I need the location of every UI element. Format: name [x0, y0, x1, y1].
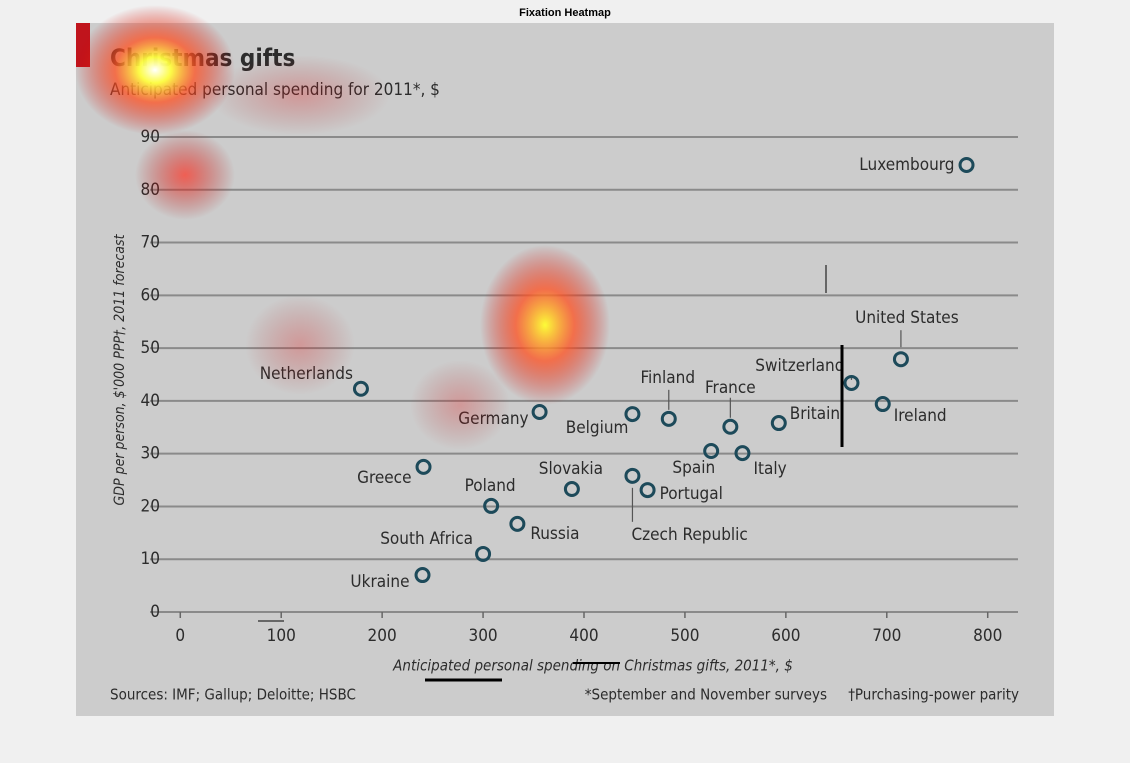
x-tick-label: 600: [771, 626, 800, 646]
gaze-strokes: [258, 265, 844, 682]
x-tick-label: 700: [872, 626, 901, 646]
y-tick-label: 40: [141, 391, 160, 411]
point: [414, 567, 431, 584]
y-tick-label: 50: [141, 338, 160, 358]
point-label: Portugal: [660, 484, 723, 504]
y-tick-label: 60: [141, 285, 160, 305]
point: [843, 374, 860, 391]
point: [722, 418, 739, 435]
point-label: Ireland: [894, 406, 947, 426]
point: [563, 481, 580, 498]
point: [892, 351, 909, 368]
chart-subtitle: Anticipated personal spending for 2011*,…: [110, 80, 440, 100]
point: [483, 497, 500, 514]
y-tick-label: 30: [141, 444, 160, 464]
point-label: Italy: [753, 459, 786, 479]
point: [639, 482, 656, 499]
point-label: Germany: [458, 409, 528, 429]
point: [475, 545, 492, 562]
point-label: Belgium: [566, 418, 629, 438]
point: [624, 467, 641, 484]
x-tick-label: 200: [368, 626, 397, 646]
point-label: Russia: [530, 524, 579, 544]
point-label: Netherlands: [260, 364, 353, 384]
point: [874, 396, 891, 413]
point: [734, 445, 751, 462]
point-label: Poland: [465, 476, 516, 496]
y-tick-label: 0: [150, 602, 160, 622]
y-tick-label: 70: [141, 233, 160, 253]
point-label: Czech Republic: [631, 525, 747, 545]
x-tick-label: 500: [670, 626, 699, 646]
point-label: South Africa: [380, 529, 473, 549]
point: [509, 515, 526, 532]
x-tick-label: 400: [569, 626, 598, 646]
point: [660, 410, 677, 427]
tab-marker: [76, 23, 90, 67]
source: Sources: IMF; Gallup; Deloitte; HSBC: [110, 686, 356, 704]
point-label: Britain: [790, 404, 840, 424]
y-axis-label: GDP per person, $'000 PPP†, 2011 forecas…: [112, 233, 128, 505]
point-label: Luxembourg: [859, 155, 954, 175]
point-label: Finland: [641, 368, 696, 388]
point-label: Greece: [357, 468, 411, 488]
point-label: United States: [855, 308, 959, 328]
point: [770, 415, 787, 432]
footnote: *September and November surveys: [585, 686, 827, 704]
point: [415, 458, 432, 475]
y-tick-label: 80: [141, 180, 160, 200]
y-tick-label: 10: [141, 549, 160, 569]
point: [624, 406, 641, 423]
footnote: †Purchasing-power parity: [848, 686, 1019, 704]
y-tick-label: 20: [141, 496, 160, 516]
point: [531, 403, 548, 420]
point: [703, 443, 720, 460]
point-label: France: [705, 378, 756, 398]
point: [958, 156, 975, 173]
x-tick-label: 300: [468, 626, 497, 646]
chart-title: Christmas gifts: [110, 44, 295, 72]
point-label: Slovakia: [539, 459, 603, 479]
y-tick-label: 90: [141, 127, 160, 147]
window-title: Fixation Heatmap: [519, 7, 611, 19]
point-label: Ukraine: [350, 572, 409, 592]
x-axis-label: Anticipated personal spending on Christm…: [392, 657, 793, 675]
x-tick-label: 800: [973, 626, 1002, 646]
x-tick-label: 0: [175, 626, 185, 646]
x-tick-label: 100: [267, 626, 296, 646]
point-label: Switzerland: [755, 356, 844, 376]
point-label: Spain: [672, 458, 715, 478]
